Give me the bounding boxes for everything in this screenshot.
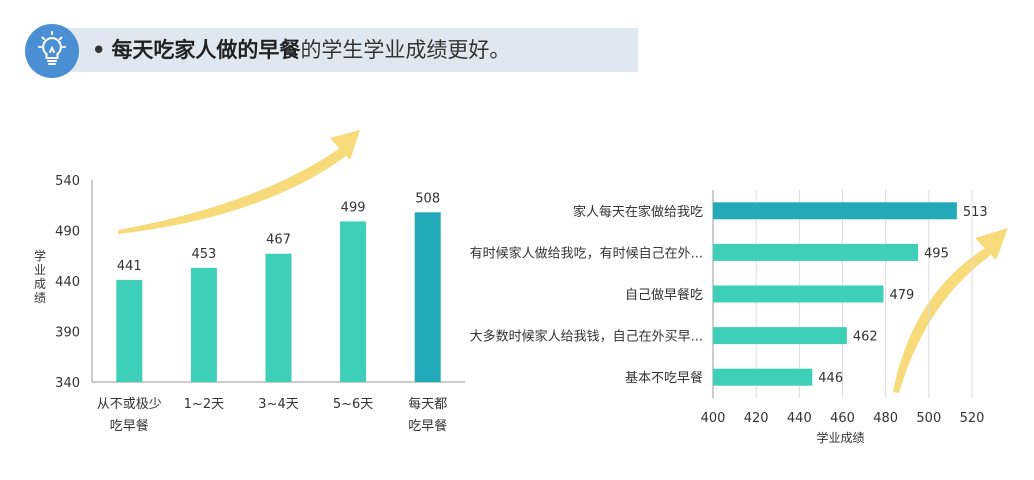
chart1-y-axis-label: 绩 [34, 291, 46, 305]
chart2-bar [713, 202, 957, 220]
chart1-category-label: 每天都 [408, 396, 447, 412]
chart2-x-tick-label: 420 [744, 411, 769, 426]
chart1-bar [414, 212, 441, 382]
chart1-category-label: 从不或极少 [97, 397, 162, 412]
chart1-y-tick-label: 540 [55, 174, 80, 189]
chart1-y-tick-label: 440 [55, 275, 80, 290]
chart2-category-label: 自己做早餐吃 [625, 287, 703, 303]
chart1-bar [116, 279, 143, 382]
chart1-data-label: 453 [191, 247, 216, 262]
chart2-x-tick-label: 520 [960, 411, 985, 426]
title-emphasis: 每天吃家人做的早餐 [111, 38, 301, 62]
chart1-y-tick-label: 390 [55, 326, 80, 341]
title-rest: 的学生学业成绩更好。 [300, 38, 511, 62]
chart2-data-label: 513 [963, 205, 988, 220]
chart2-x-tick-label: 400 [701, 411, 726, 426]
chart2-x-axis-label: 学业成绩 [816, 430, 864, 445]
chart2-category-label: 有时候家人做给我吃，有时候自己在外... [470, 245, 703, 261]
chart2-x-tick-label: 480 [873, 411, 898, 426]
chart1-data-label: 467 [266, 233, 291, 248]
left-trend-arrow-head [330, 130, 360, 160]
right-trend-arrow-head [975, 228, 1008, 260]
chart2-category-label: 家人每天在家做给我吃 [573, 204, 703, 220]
chart2-data-label: 446 [818, 371, 843, 386]
chart1-category-label: 吃早餐 [408, 418, 447, 434]
chart1-y-tick-label: 490 [55, 225, 80, 240]
page-title: • 每天吃家人做的早餐的学生学业成绩更好。 [92, 35, 510, 65]
chart2-category-label: 基本不吃早餐 [625, 370, 703, 386]
chart1-category-label: 1~2天 [184, 397, 224, 412]
chart2-bar [713, 327, 847, 345]
chart1-category-label: 5~6天 [333, 397, 373, 412]
chart2-bar [713, 368, 813, 386]
chart1-data-label: 441 [117, 259, 142, 274]
chart2-data-label: 462 [853, 330, 878, 345]
headline-banner [48, 28, 638, 72]
chart2-bar [713, 243, 919, 261]
chart2-x-tick-label: 460 [830, 411, 855, 426]
chart1-category-label: 3~4天 [258, 397, 298, 412]
chart1-data-label: 508 [415, 191, 440, 206]
chart1-y-axis-label: 学 [34, 248, 46, 263]
right-trend-arrow-shaft [893, 248, 991, 393]
chart1-y-axis-label: 业 [34, 263, 46, 277]
chart2-category-label: 大多数时候家人给我钱，自己在外买早... [470, 329, 703, 345]
chart1-category-label: 吃早餐 [110, 418, 149, 434]
chart2-bar [713, 285, 884, 303]
chart2-data-label: 479 [890, 288, 915, 303]
chart2-x-tick-label: 440 [787, 411, 812, 426]
chart1-data-label: 499 [341, 200, 366, 215]
chart1-y-tick-label: 340 [55, 376, 80, 391]
left-trend-arrow-shaft [118, 148, 346, 234]
chart1-bar [265, 253, 292, 382]
chart1-y-axis-label: 成 [34, 277, 46, 291]
lightbulb-icon [25, 24, 79, 78]
chart1-bar [190, 267, 217, 382]
chart1-bar [340, 221, 367, 382]
chart2-data-label: 495 [924, 246, 949, 261]
chart2-x-tick-label: 500 [916, 411, 941, 426]
title-bullet: • [92, 38, 106, 62]
